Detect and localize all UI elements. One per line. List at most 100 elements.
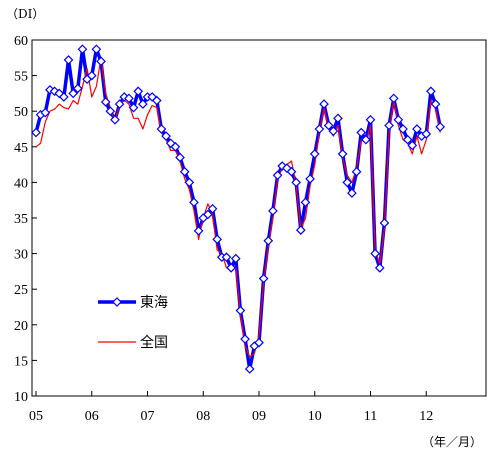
data-point-marker xyxy=(328,126,339,136)
data-point-marker xyxy=(133,86,144,97)
data-point-marker xyxy=(254,337,264,348)
data-point-marker xyxy=(189,197,199,208)
series-layer xyxy=(31,44,446,374)
x-tick-label: 11 xyxy=(364,409,377,424)
legend-label-tokai: 東海 xyxy=(140,295,168,311)
data-point-marker xyxy=(91,44,102,55)
x-tick-label: 06 xyxy=(85,409,99,424)
data-point-marker xyxy=(54,88,65,99)
data-point-marker xyxy=(161,131,171,141)
y-tick-label: 50 xyxy=(14,105,28,120)
legend-label-national: 全国 xyxy=(140,334,168,351)
data-point-marker xyxy=(59,92,69,102)
data-point-marker xyxy=(426,86,436,97)
data-point-marker xyxy=(110,114,120,125)
y-tick-label: 20 xyxy=(14,319,28,334)
x-tick-label: 09 xyxy=(252,409,266,424)
data-point-marker xyxy=(356,127,367,138)
data-point-marker xyxy=(77,44,88,55)
x-axis-unit-label: （年／月） xyxy=(422,435,482,449)
y-tick-label: 45 xyxy=(14,141,28,156)
y-axis: 10 15 20 25 30 35 40 45 50 55 60 xyxy=(14,34,37,405)
data-point-marker xyxy=(337,149,348,159)
data-point-marker xyxy=(393,114,404,125)
data-point-marker xyxy=(40,107,51,118)
data-point-marker xyxy=(184,177,195,188)
data-point-marker xyxy=(342,177,353,188)
data-point-marker xyxy=(365,114,376,125)
data-point-marker xyxy=(435,122,446,132)
data-point-marker xyxy=(235,305,246,316)
data-point-marker xyxy=(300,197,311,208)
series-line-tokai xyxy=(34,47,442,371)
data-point-marker xyxy=(86,70,97,81)
y-tick-label: 30 xyxy=(14,248,28,263)
data-point-marker xyxy=(72,83,83,94)
data-point-marker xyxy=(63,55,74,65)
data-point-marker xyxy=(323,120,334,131)
data-point-marker xyxy=(151,95,162,106)
data-point-marker xyxy=(361,134,371,145)
data-point-marker xyxy=(179,166,190,177)
data-point-marker xyxy=(388,93,399,104)
data-point-marker xyxy=(309,149,320,159)
data-point-marker xyxy=(128,102,139,113)
data-point-marker xyxy=(207,203,218,214)
data-point-marker xyxy=(407,140,418,151)
data-point-marker xyxy=(421,129,432,139)
x-tick-label: 07 xyxy=(141,409,155,424)
series-line-national xyxy=(35,57,441,358)
x-axis: 05 06 07 08 09 10 11 12 xyxy=(29,391,433,424)
data-point-marker xyxy=(258,273,269,284)
x-tick-label: 08 xyxy=(196,409,210,424)
data-point-marker xyxy=(230,253,241,264)
data-point-marker xyxy=(203,209,213,220)
data-point-marker xyxy=(156,124,167,134)
data-point-marker xyxy=(398,124,408,134)
y-tick-label: 60 xyxy=(14,34,28,49)
data-point-marker xyxy=(263,235,274,246)
data-point-marker xyxy=(286,166,297,177)
data-point-marker xyxy=(351,166,362,177)
data-point-marker xyxy=(412,124,422,134)
data-point-marker xyxy=(96,56,106,67)
y-tick-label: 25 xyxy=(14,283,28,298)
data-point-marker xyxy=(272,170,283,181)
data-point-marker xyxy=(31,127,41,138)
data-point-marker xyxy=(138,99,148,109)
data-point-marker xyxy=(384,120,394,131)
legend-marker-tokai xyxy=(112,297,122,307)
data-point-marker xyxy=(291,177,302,188)
data-point-marker xyxy=(100,97,111,107)
data-point-marker xyxy=(374,262,385,273)
data-point-marker xyxy=(170,141,181,152)
data-point-marker xyxy=(268,206,278,216)
data-point-marker xyxy=(240,334,250,344)
data-point-marker xyxy=(175,152,185,163)
data-point-marker xyxy=(226,262,236,273)
data-point-marker xyxy=(305,173,315,184)
data-point-marker xyxy=(370,248,380,259)
data-point-marker xyxy=(379,218,390,228)
data-point-marker xyxy=(430,99,441,109)
x-tick-label: 12 xyxy=(419,409,433,424)
x-tick-label: 05 xyxy=(29,409,43,424)
data-point-marker xyxy=(402,134,413,145)
data-point-marker xyxy=(68,88,79,99)
y-tick-label: 35 xyxy=(14,212,28,227)
data-point-marker xyxy=(347,188,357,198)
y-tick-label: 10 xyxy=(14,390,28,405)
data-point-marker xyxy=(333,113,343,124)
x-tick-label: 10 xyxy=(308,409,322,424)
y-tick-label: 40 xyxy=(14,176,28,191)
data-point-marker xyxy=(124,93,134,104)
data-point-marker xyxy=(212,234,223,245)
data-point-marker xyxy=(147,92,157,102)
data-point-marker xyxy=(244,364,255,374)
data-point-marker xyxy=(221,252,232,263)
y-tick-label: 15 xyxy=(14,354,28,369)
data-point-marker xyxy=(319,99,329,109)
data-point-marker xyxy=(314,124,325,134)
